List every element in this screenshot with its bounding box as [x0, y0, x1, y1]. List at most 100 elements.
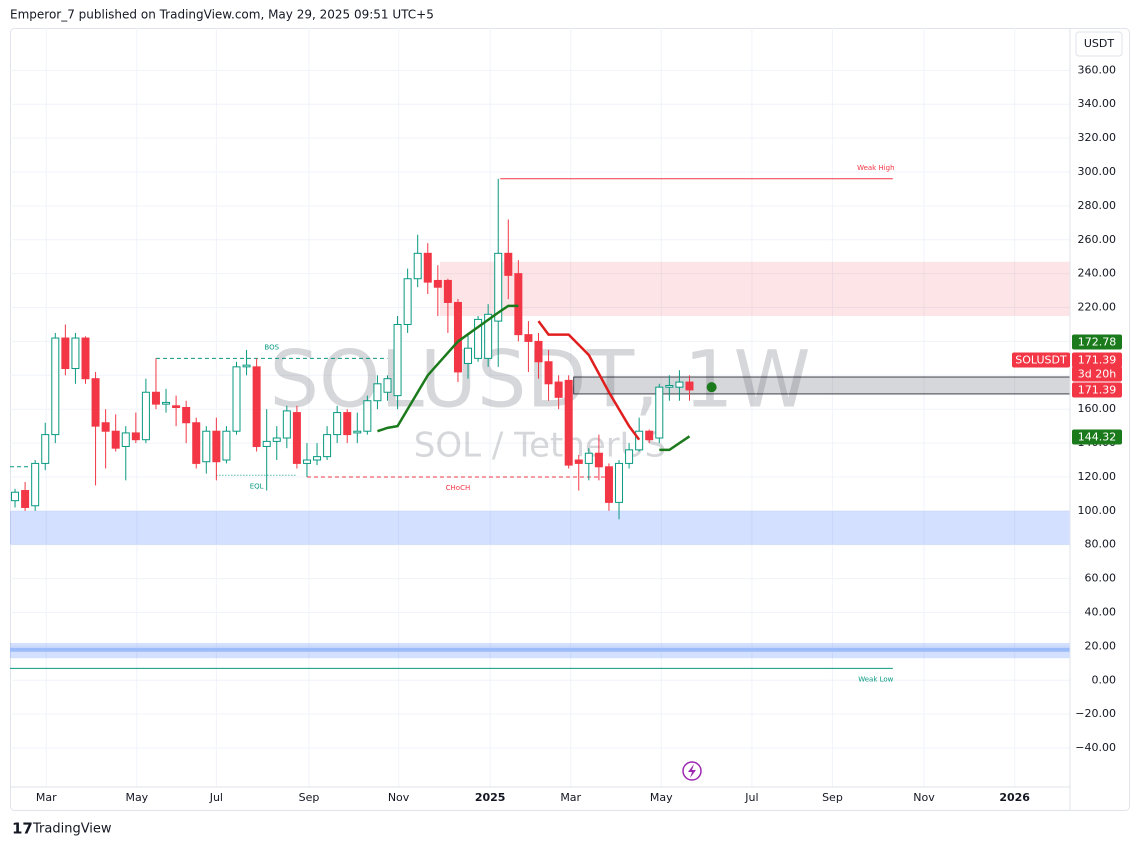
candle-body: [685, 381, 694, 391]
x-tick-label: Sep: [822, 791, 843, 804]
y-tick-label: 320.00: [1078, 131, 1117, 144]
candle-body: [494, 252, 503, 322]
candle-body: [655, 386, 664, 439]
icon: [688, 764, 696, 778]
candle-body: [172, 405, 181, 409]
x-tick-label: Nov: [913, 791, 935, 804]
candle-body: [262, 440, 271, 447]
unit-box[interactable]: [1075, 31, 1123, 57]
x-tick-label: 2026: [999, 791, 1030, 804]
price-tag: [1072, 382, 1122, 398]
candle-body: [635, 430, 644, 451]
candle-body: [242, 364, 251, 368]
marker: [706, 382, 717, 393]
y-tick-label: 120.00: [1078, 470, 1117, 483]
candle-body: [272, 437, 281, 442]
candle-body: [363, 400, 372, 432]
plot: Weak High Weak Low BOS CHoCH EQL: [10, 164, 1071, 683]
candle-body: [141, 391, 150, 441]
candle-body: [443, 279, 452, 303]
candle-body: [302, 459, 311, 464]
level-label: BOS: [264, 343, 279, 351]
candle-body: [202, 430, 211, 463]
y-tick-label: 100.00: [1078, 504, 1117, 517]
header: Emperor_7 published on TradingView.com, …: [10, 8, 434, 22]
candle-body: [464, 347, 473, 364]
y-tick-label: 220.00: [1078, 301, 1117, 314]
watermark-sub: SOL / TetherUS: [414, 426, 667, 466]
candle-body: [151, 391, 160, 405]
zone: [439, 261, 1070, 317]
indicator-line: [537, 320, 641, 441]
candle-body: [504, 252, 513, 276]
candle-body: [61, 337, 70, 370]
candle-body: [594, 452, 603, 468]
candle-body: [282, 410, 291, 439]
x-tick-label: Sep: [299, 791, 320, 804]
price-tag-label: 172.78: [1078, 336, 1117, 349]
x-tick-label: Jul: [744, 791, 758, 804]
candle-body: [353, 430, 362, 434]
axis-unit: USDT: [1084, 37, 1115, 50]
candle-body: [514, 273, 523, 336]
y-tick-label: 60.00: [1085, 572, 1117, 585]
candle-body: [111, 430, 120, 449]
candle-body: [101, 422, 110, 432]
y-tick-label: 0.00: [1092, 673, 1117, 686]
candle-body: [313, 456, 322, 461]
x-tick-label: May: [650, 791, 673, 804]
price-tag-label: 171.39: [1078, 354, 1117, 367]
indicator-line: [659, 435, 691, 452]
candle-body: [413, 252, 422, 280]
footer: TradingView: [32, 822, 112, 837]
candle-body: [192, 422, 201, 464]
price-tag-label: 171.39: [1078, 384, 1117, 397]
candle-body: [403, 278, 412, 325]
price-tag: [1072, 334, 1122, 350]
candle-body: [31, 462, 40, 507]
y-tick-label: 300.00: [1078, 165, 1117, 178]
candle-body: [333, 412, 342, 436]
y-tick-label: 240.00: [1078, 267, 1117, 280]
candle-body: [232, 366, 241, 432]
price-tag-label: SOLUSDT: [1015, 354, 1067, 367]
x-tick-label: Jul: [209, 791, 223, 804]
candle-body: [182, 407, 191, 424]
price-tag: [1072, 429, 1122, 445]
candle-body: [131, 432, 140, 441]
candle-body: [433, 279, 442, 288]
candle-body: [212, 430, 221, 463]
candle-body: [645, 430, 654, 441]
candle-body: [121, 432, 130, 447]
price-tag: [1072, 352, 1122, 368]
candle-body: [21, 490, 30, 508]
candle-body: [534, 340, 543, 363]
candle-body: [675, 381, 684, 388]
candle-body: [51, 337, 60, 436]
icon[interactable]: [682, 761, 702, 781]
x-tick-label: Nov: [388, 791, 410, 804]
x-tick-label: Mar: [560, 791, 581, 804]
candle-body: [474, 318, 483, 359]
candle-body: [252, 366, 261, 447]
candle-body: [615, 462, 624, 503]
y-tick-label: 340.00: [1078, 97, 1117, 110]
candle-body: [564, 379, 573, 466]
zone: [10, 510, 1070, 545]
candle-body: [484, 313, 493, 359]
candle-body: [665, 384, 674, 388]
candle-body: [393, 323, 402, 397]
x-tick-label: May: [125, 791, 148, 804]
candle-body: [292, 412, 301, 464]
y-tick-label: 280.00: [1078, 199, 1117, 212]
candle-body: [11, 491, 20, 502]
candle-body: [625, 449, 634, 464]
price-tag-label: 3d 20h: [1078, 368, 1116, 381]
candle-body: [41, 434, 50, 464]
level-label: EQL: [250, 482, 264, 490]
candle-body: [91, 378, 100, 427]
level-label: CHoCH: [446, 484, 471, 492]
x-tick-label: Mar: [36, 791, 57, 804]
